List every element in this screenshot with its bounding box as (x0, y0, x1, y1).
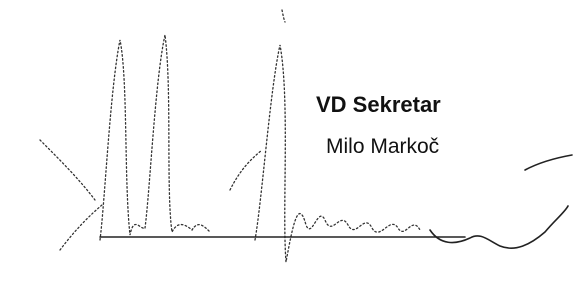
page: VD Sekretar Milo Markoč (() => { const d… (0, 0, 574, 281)
signatory-title: VD Sekretar (316, 92, 441, 117)
signatory-name: Milo Markoč (326, 135, 439, 158)
document: VD Sekretar Milo Markoč (0, 0, 574, 281)
